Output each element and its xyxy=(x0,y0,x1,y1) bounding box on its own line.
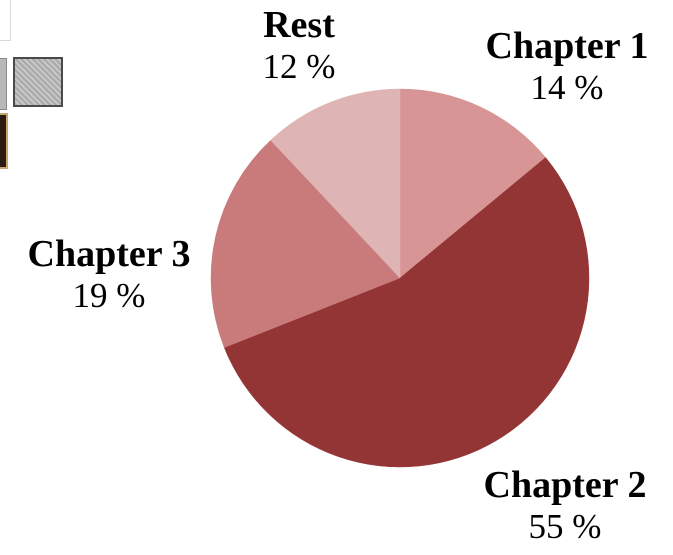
image-thumbnail-icon[interactable] xyxy=(0,58,7,110)
image-thumbnail-icon[interactable] xyxy=(0,113,8,169)
slice-label-chapter-2: Chapter 2 55 % xyxy=(470,463,660,547)
slice-percent: 12 % xyxy=(262,47,336,86)
slice-name: Chapter 1 xyxy=(485,25,649,67)
slice-percent: 19 % xyxy=(72,276,146,315)
thumbnail-frame xyxy=(0,0,11,41)
pie-slice-chapter-2 xyxy=(223,157,590,468)
slice-label-chapter-3: Chapter 3 19 % xyxy=(14,232,204,316)
slice-name: Chapter 3 xyxy=(27,233,191,275)
slice-percent: 55 % xyxy=(528,507,602,546)
slice-name: Rest xyxy=(263,4,335,46)
pie-slice-rest xyxy=(270,88,401,279)
slice-label-rest: Rest 12 % xyxy=(219,3,379,87)
image-thumbnail-icon[interactable] xyxy=(13,57,63,107)
slice-name: Chapter 2 xyxy=(483,464,647,506)
slice-label-chapter-1: Chapter 1 14 % xyxy=(472,24,662,108)
slice-percent: 14 % xyxy=(530,68,604,107)
pie-slice-chapter-3 xyxy=(210,139,401,348)
pie-slice-chapter-1 xyxy=(399,88,546,279)
